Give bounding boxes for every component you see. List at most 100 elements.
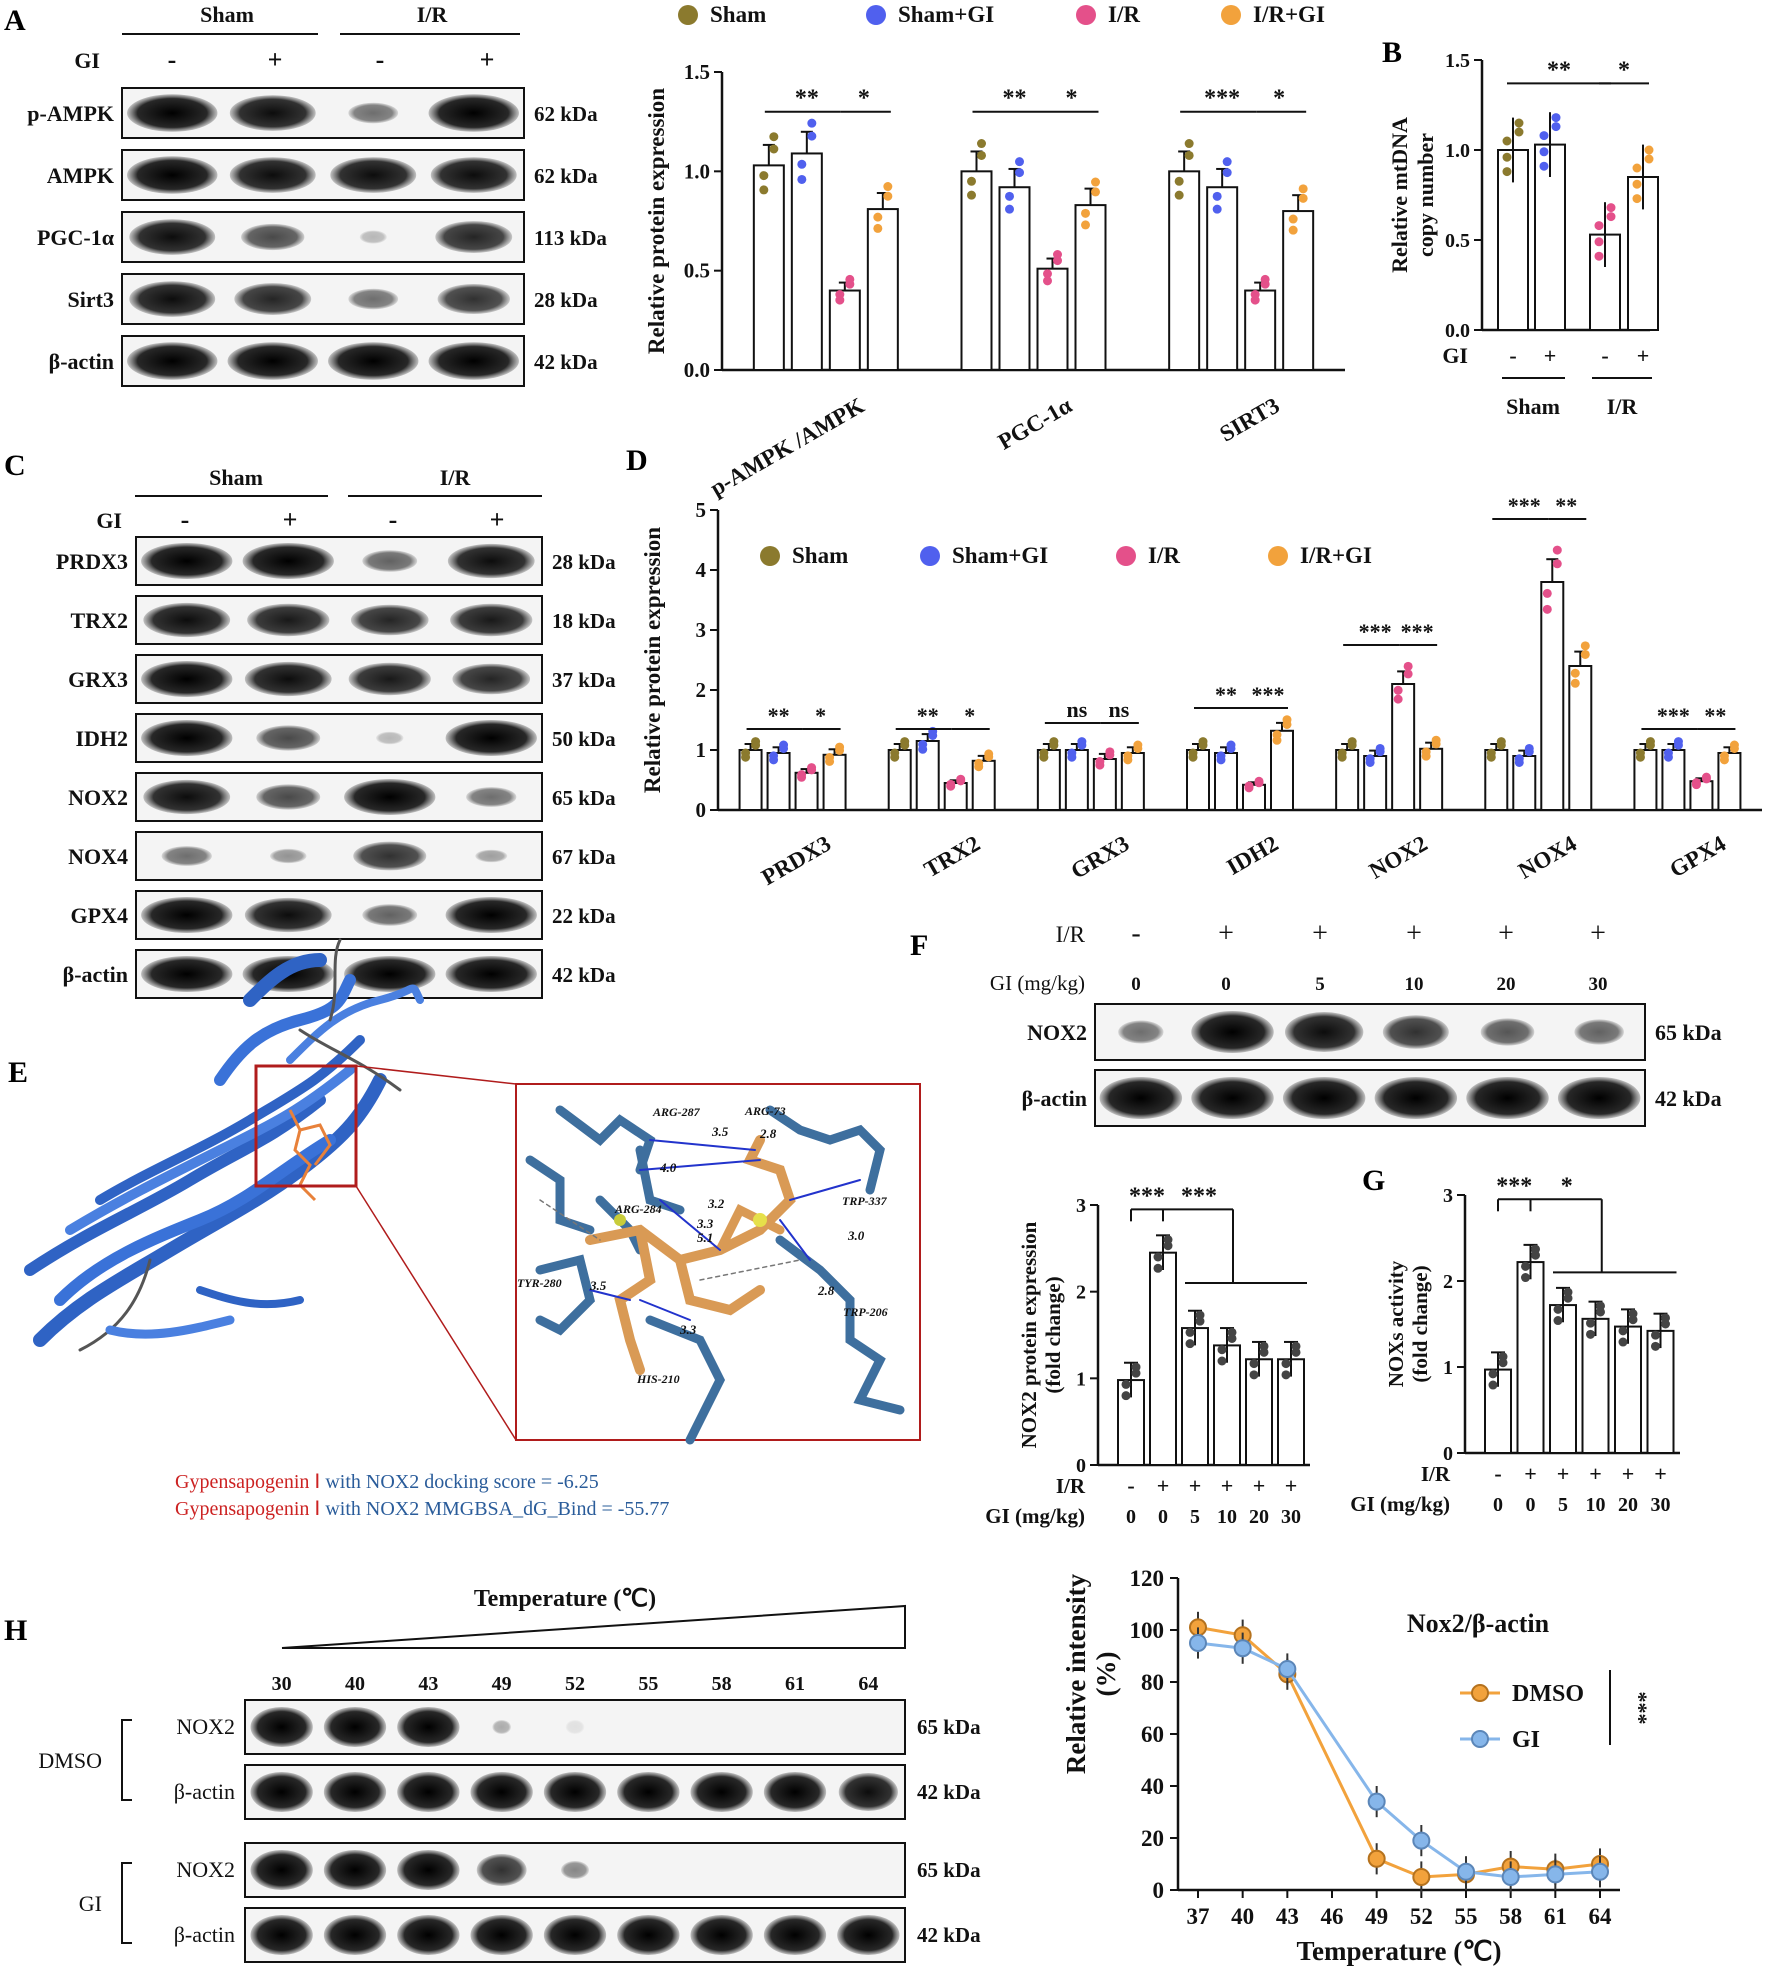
blot-row-label: β-actin <box>174 1922 235 1947</box>
gi-sign: + <box>268 45 283 74</box>
data-point <box>1005 191 1014 201</box>
y-axis-label-unit: (fold change) <box>1408 1265 1432 1382</box>
group-label-ir: I/R <box>440 465 472 490</box>
gi-dose: 0 <box>1131 974 1141 995</box>
ir-sign: + <box>1654 1461 1667 1486</box>
data-point <box>769 144 779 154</box>
ir-sign: - <box>1131 918 1140 949</box>
band <box>247 603 330 637</box>
band <box>348 662 431 696</box>
legend-marker <box>1116 546 1136 566</box>
bar <box>1646 1329 1675 1455</box>
y-tick-label: 120 <box>1130 1566 1165 1591</box>
sig-marker: ** <box>795 86 819 112</box>
residue-label: ARG-284 <box>614 1202 662 1216</box>
data-point <box>1673 737 1683 747</box>
sig-marker: * <box>1618 57 1630 83</box>
sig-marker: *** <box>1508 493 1541 518</box>
x-category-label: p-AMPK /AMPK <box>706 393 869 501</box>
y-tick-label: 2 <box>1076 1282 1086 1304</box>
distance-label: 3.5 <box>711 1124 729 1139</box>
data-point <box>883 182 893 192</box>
data-point <box>1222 168 1232 178</box>
data-point <box>1644 145 1654 155</box>
data-point <box>1212 204 1222 214</box>
group-label-sham: Sham <box>209 465 263 490</box>
data-point <box>1216 751 1226 761</box>
y-tick-label: 0 <box>696 798 707 822</box>
gi-sign: - <box>1509 343 1516 368</box>
blot-row-label: NOX2 <box>68 785 128 810</box>
band <box>323 1850 387 1890</box>
temp-label: 58 <box>712 1673 732 1695</box>
data-point <box>807 118 817 128</box>
x-category-label: NOX4 <box>1514 830 1581 883</box>
data-point <box>1502 152 1512 162</box>
data-point <box>1272 730 1282 740</box>
data-point <box>1591 1862 1609 1881</box>
data-point <box>1618 1337 1628 1347</box>
data-point <box>1531 1250 1540 1260</box>
blot-c: Sham I/R GI - + - + PRDX3 28 kDa TRX2 18 kDa GRX3 37… <box>56 465 616 999</box>
data-point <box>1198 737 1208 747</box>
gi-label: GI <box>96 508 122 533</box>
data-point <box>1067 748 1077 758</box>
bar <box>1181 1327 1209 1466</box>
data-point <box>956 774 966 784</box>
band <box>470 1772 533 1812</box>
band <box>143 779 231 815</box>
band <box>244 897 332 933</box>
blot-kda-label: 18 kDa <box>552 609 616 633</box>
data-point <box>1539 147 1549 157</box>
band <box>256 784 321 810</box>
band <box>1557 1077 1641 1119</box>
band <box>430 157 517 193</box>
sig-marker: * <box>1561 1173 1573 1199</box>
band <box>445 720 537 756</box>
blot-kda-label: 42 kDa <box>1655 1086 1722 1111</box>
x-category-label: PRDX3 <box>757 831 835 890</box>
data-point <box>1542 604 1552 614</box>
bar <box>1036 267 1069 371</box>
sig-marker: *** <box>1181 1183 1217 1209</box>
data-point <box>1244 781 1254 791</box>
y-tick-label: 80 <box>1141 1670 1164 1695</box>
x-category-label: GPX4 <box>1665 830 1730 882</box>
gi-dose: 0 <box>1221 974 1231 995</box>
bar <box>1516 1261 1545 1454</box>
temp-label: 49 <box>492 1673 512 1695</box>
sig-marker: ns <box>1108 697 1129 722</box>
data-point <box>1005 204 1014 214</box>
blot-kda-label: 22 kDa <box>552 904 616 928</box>
gi-dose: 0 <box>1526 1494 1536 1516</box>
blot-kda-label: 42 kDa <box>552 963 616 987</box>
gi-sign: - <box>168 45 177 74</box>
gi-sign: - <box>181 505 190 534</box>
data-point <box>1226 740 1236 750</box>
gi-sign: + <box>1544 343 1557 368</box>
data-point <box>1189 1634 1207 1652</box>
data-point <box>1632 179 1642 189</box>
band <box>435 221 513 253</box>
sig-marker: *** <box>1129 1183 1165 1209</box>
y-axis-label-unit: (fold change) <box>1041 1276 1065 1393</box>
data-point <box>1632 163 1642 173</box>
data-point <box>1514 118 1524 128</box>
temp-label: 52 <box>565 1673 585 1695</box>
gi-dose: 10 <box>1405 974 1424 995</box>
ir-sign: + <box>1285 1473 1298 1498</box>
data-point <box>1053 249 1062 259</box>
blot-kda-label: 67 kDa <box>552 845 616 869</box>
bar <box>752 164 785 371</box>
data-point <box>1729 740 1739 750</box>
bar <box>1149 1251 1177 1466</box>
data-point <box>1043 276 1052 286</box>
bar <box>828 289 861 371</box>
band <box>344 956 436 992</box>
ir-sign: + <box>1622 1461 1635 1486</box>
data-point <box>1131 1368 1141 1378</box>
y-tick-label: 1 <box>1076 1368 1086 1390</box>
legend-marker <box>678 5 698 25</box>
data-point <box>1133 740 1143 750</box>
